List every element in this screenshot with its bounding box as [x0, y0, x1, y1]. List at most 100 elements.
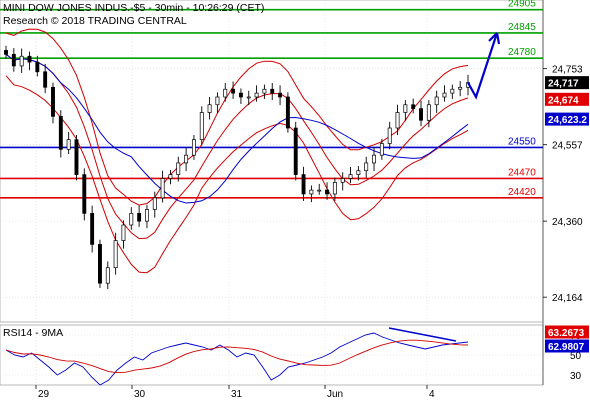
x-tick-labels: 29 30 31 Jun 4	[35, 385, 435, 400]
candle-body	[144, 209, 149, 222]
candle-body	[11, 53, 16, 67]
y-tick-label: 24,557	[552, 141, 583, 152]
price-tags: 24,717 24,674 24,623.2	[545, 76, 589, 126]
candle-body	[152, 197, 157, 210]
x-tick-label: Jun	[327, 389, 343, 400]
candle-body	[379, 143, 384, 156]
level-label: 24845	[508, 22, 536, 33]
price-tag-box	[545, 112, 589, 126]
candle-body	[223, 88, 228, 98]
price-tag-label: 24,623.2	[548, 115, 587, 126]
x-tick-label: 29	[38, 389, 50, 400]
rsi-tag-box	[545, 339, 589, 353]
candle-body	[51, 86, 55, 117]
y-tick-label: 24,753	[552, 65, 583, 76]
candle-body	[293, 127, 298, 175]
candle-body	[207, 104, 212, 113]
y-tick-label: 24,164	[552, 293, 583, 304]
candle-body	[176, 162, 181, 175]
forecast-path	[467, 32, 499, 100]
candle-body	[348, 174, 353, 179]
candle-body	[19, 55, 24, 67]
rsi-tag-label: 63.2673	[548, 328, 585, 339]
candle-body	[58, 116, 63, 150]
forecast-arrow	[467, 32, 501, 100]
candle-body	[43, 71, 48, 88]
y-tick-label: 24,360	[552, 217, 583, 228]
candle-body	[168, 174, 173, 179]
level-label: 24550	[508, 136, 536, 147]
candle-body	[231, 88, 236, 94]
candle-body	[35, 61, 40, 73]
candle-body	[82, 174, 87, 214]
chart-title: MINI DOW JONES INDUS.-$5 - 30min - 10:26…	[3, 2, 264, 14]
candle-body	[254, 92, 259, 98]
price-tag-box	[545, 76, 589, 90]
rsi-tick-label: 30	[570, 371, 582, 382]
candle-body	[419, 108, 423, 121]
rsi-line	[5, 332, 469, 386]
candle-body	[90, 213, 95, 245]
rsi-ma-line	[5, 339, 469, 374]
rsi-divergence-line	[388, 327, 457, 342]
candle-body	[270, 88, 275, 94]
lower-band	[5, 75, 469, 274]
candles	[4, 45, 470, 290]
candle-body	[301, 174, 306, 195]
rsi-tick-label: 50	[570, 351, 582, 362]
candle-body	[434, 96, 439, 106]
level-label: 24420	[508, 187, 536, 198]
price-tag-label: 24,717	[548, 79, 579, 90]
candle-body	[184, 154, 189, 164]
candle-body	[121, 224, 126, 241]
candle-body	[199, 112, 204, 141]
candle-body	[395, 112, 400, 129]
candle-body	[364, 162, 369, 172]
rsi-tag-label: 62.9807	[548, 342, 585, 353]
slow-moving-average	[5, 53, 469, 204]
candle-body	[137, 213, 142, 222]
middle-band	[5, 53, 469, 240]
candle-body	[66, 139, 71, 150]
price-panel	[0, 0, 544, 323]
candle-body	[105, 267, 110, 284]
candle-body	[411, 104, 416, 109]
level-label: 24470	[508, 167, 536, 178]
candle-body	[332, 181, 337, 195]
price-levels: 24905 24845 24780 24550 24470 24420	[0, 0, 543, 199]
candle-body	[27, 55, 32, 63]
chart-credit: Research © 2018 TRADING CENTRAL	[3, 15, 187, 27]
rsi-title: RSI14 - 9MA	[3, 327, 63, 339]
candle-body	[4, 50, 8, 55]
candle-body	[238, 92, 243, 98]
candle-body	[340, 178, 345, 183]
x-tick-label: 4	[429, 389, 435, 400]
price-tag-label: 24,674	[548, 95, 579, 106]
rsi-lines: 63.2673 62.9807	[5, 325, 589, 386]
candle-body	[450, 88, 455, 94]
candle-body	[285, 96, 290, 129]
rsi-tag-box	[545, 325, 589, 339]
candle-body	[191, 139, 196, 156]
candle-body	[160, 178, 165, 199]
x-tick-label: 31	[231, 389, 243, 400]
candle-body	[309, 189, 314, 195]
candle-body	[426, 104, 431, 121]
candle-body	[325, 189, 330, 195]
candle-body	[262, 88, 267, 94]
candle-body	[74, 139, 79, 175]
candle-body	[387, 127, 392, 144]
candle-body	[246, 96, 251, 99]
candle-body	[129, 213, 134, 226]
candle-body	[403, 104, 408, 113]
candle-body	[458, 86, 463, 90]
candle-body	[113, 240, 118, 269]
level-label: 24780	[508, 47, 536, 58]
candle-body	[356, 170, 361, 175]
candle-body	[98, 244, 102, 284]
forecast-arrowhead	[488, 32, 501, 45]
price-tag-box	[545, 92, 589, 106]
candle-body	[317, 189, 322, 192]
candle-body	[442, 92, 447, 98]
